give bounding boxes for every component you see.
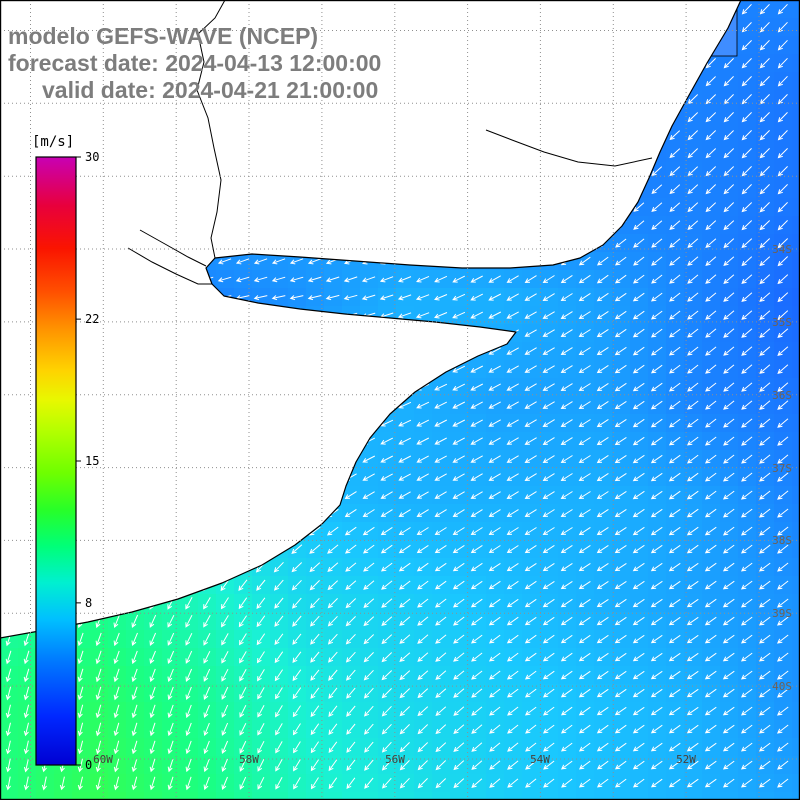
forecast-date-line: forecast date: 2024-04-13 12:00:00	[8, 50, 382, 76]
model-title: modelo GEFS-WAVE (NCEP)	[8, 23, 319, 49]
svg-text:0: 0	[85, 758, 92, 772]
svg-text:35S: 35S	[772, 316, 792, 329]
svg-text:37S: 37S	[772, 462, 792, 475]
svg-text:54W: 54W	[530, 753, 550, 766]
svg-text:56W: 56W	[385, 753, 405, 766]
land-mass	[0, 0, 742, 639]
svg-text:39S: 39S	[772, 607, 792, 620]
svg-text:15: 15	[85, 454, 99, 468]
coastline	[0, 0, 742, 639]
svg-text:58W: 58W	[239, 753, 259, 766]
svg-text:36S: 36S	[772, 389, 792, 402]
svg-text:40S: 40S	[772, 680, 792, 693]
svg-text:34S: 34S	[772, 243, 792, 256]
longitude-labels: 60W 58W 56W 54W 52W	[93, 753, 696, 766]
svg-text:30: 30	[85, 150, 99, 164]
colorbar-unit-label: [m/s]	[32, 134, 74, 150]
rivers-and-borders	[127, 0, 653, 285]
svg-text:8: 8	[85, 596, 92, 610]
svg-text:38S: 38S	[772, 534, 792, 547]
colorbar: [m/s] 30 22 15 8 0	[32, 134, 99, 772]
latitude-labels: 34S 35S 36S 37S 38S 39S 40S	[772, 243, 792, 693]
colorbar-gradient	[35, 156, 77, 766]
svg-text:52W: 52W	[676, 753, 696, 766]
svg-text:22: 22	[85, 312, 99, 326]
valid-date-line: valid date: 2024-04-21 21:00:00	[42, 77, 379, 103]
svg-text:60W: 60W	[93, 753, 113, 766]
